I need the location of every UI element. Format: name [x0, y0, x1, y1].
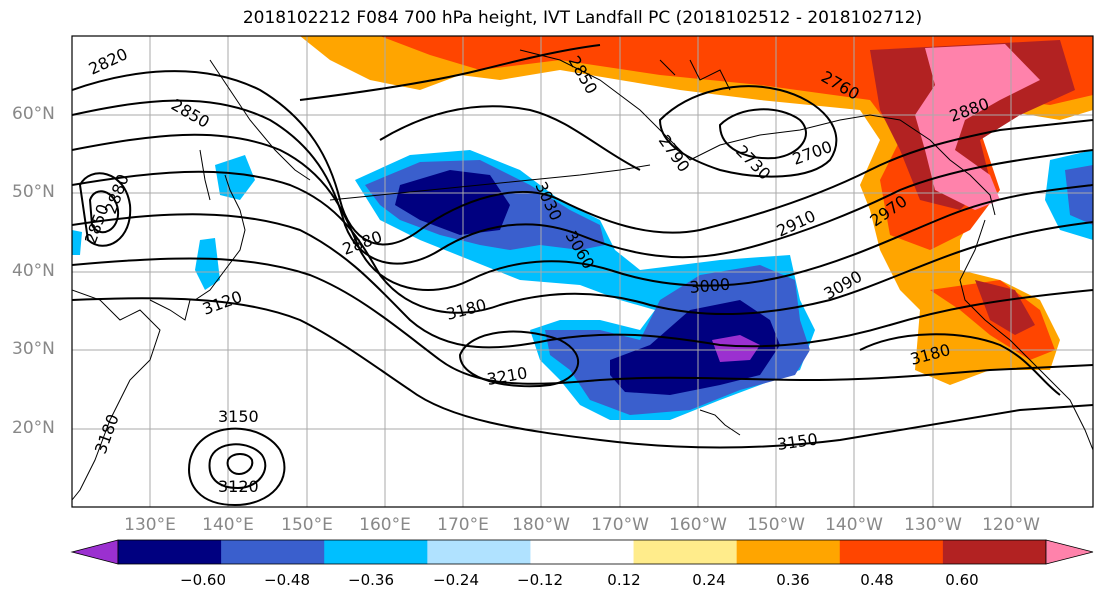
colorbar-segment	[839, 540, 944, 564]
negative-patch-east-blue	[1065, 165, 1093, 225]
colorbar-tick-label: 0.36	[776, 571, 810, 589]
map-frame	[71, 35, 1094, 508]
colorbar-segment	[221, 540, 325, 564]
colorbar-segment	[324, 540, 428, 564]
colorbar-segment	[633, 540, 738, 564]
colorbar-segment	[736, 540, 841, 564]
lon-label: 140°E	[202, 515, 254, 535]
coast-aleutians	[329, 164, 651, 201]
lon-label: 160°W	[669, 515, 727, 535]
contour-label: 3150	[776, 429, 819, 453]
lon-label: 150°E	[281, 515, 333, 535]
colorbar	[70, 539, 1094, 565]
contour-label: 3000	[689, 275, 731, 297]
coastlines	[72, 49, 1093, 501]
lat-label: 20°N	[12, 418, 55, 438]
colorbar-extend-high	[1045, 539, 1094, 565]
coast-hawaii	[699, 409, 741, 436]
contour-label: 2850	[81, 202, 113, 247]
negative-patch-japan2	[195, 238, 220, 290]
negative-patch-west	[72, 230, 82, 255]
contour-label: 3180	[91, 412, 123, 457]
lon-label: 180°W	[512, 515, 570, 535]
colorbar-tick-label: −0.12	[517, 571, 563, 589]
lat-lon-grid	[72, 36, 1093, 507]
colorbar-tick-label: 0.12	[607, 571, 641, 589]
coast-japan	[194, 174, 246, 301]
lon-label: 170°W	[591, 515, 649, 535]
coast-sakhalin	[199, 149, 211, 201]
map-title: 2018102212 F084 700 hPa height, IVT Land…	[242, 8, 923, 28]
colorbar-tick-label: −0.36	[348, 571, 394, 589]
contour-label: 3150	[218, 407, 259, 426]
coast-asia	[72, 289, 161, 501]
coast-alaska	[519, 49, 996, 216]
coast-nwt	[659, 59, 731, 91]
colorbar-segment	[530, 540, 635, 564]
coast-korea	[149, 299, 191, 321]
contour-label: 3210	[485, 363, 528, 389]
colorbar-extend-low	[70, 539, 119, 565]
colorbar-tick-label: −0.48	[264, 571, 310, 589]
lon-label: 140°W	[825, 515, 883, 535]
contour-label: 2910	[774, 206, 819, 240]
lat-label: 30°N	[12, 339, 55, 359]
colorbar-tick-label: 0.24	[692, 571, 726, 589]
coast-kamchatka	[209, 59, 311, 181]
positive-anomaly-pink	[915, 44, 1040, 210]
negative-patch-japan	[215, 155, 255, 200]
lat-label: 50°N	[12, 182, 55, 202]
contour-label: 3180	[444, 295, 488, 324]
lon-label: 130°E	[124, 515, 176, 535]
contour-label: 2820	[86, 44, 131, 78]
colorbar-tick-label: 0.60	[945, 571, 979, 589]
lon-label: 170°E	[437, 515, 489, 535]
colorbar-tick-label: 0.48	[860, 571, 894, 589]
lat-label: 60°N	[12, 104, 55, 124]
lon-label: 130°W	[904, 515, 962, 535]
colorbar-tick-label: −0.60	[180, 571, 226, 589]
lon-label: 150°W	[747, 515, 805, 535]
coast-na-west	[959, 219, 1093, 451]
negative-anomaly-purple	[712, 335, 760, 362]
colorbar-segment	[942, 540, 1047, 564]
anomaly-fill-layer	[72, 36, 1093, 420]
contour-label: 2700	[790, 137, 835, 169]
colorbar-segment	[118, 540, 222, 564]
colorbar-tick-label: −0.24	[433, 571, 479, 589]
contour-label: 3120	[218, 477, 259, 496]
contour-label: 2790	[655, 131, 694, 175]
height-contours	[72, 44, 1093, 507]
colorbar-segment	[427, 540, 531, 564]
lon-label: 120°W	[982, 515, 1040, 535]
lat-label: 40°N	[12, 261, 55, 281]
lon-label: 160°E	[359, 515, 411, 535]
